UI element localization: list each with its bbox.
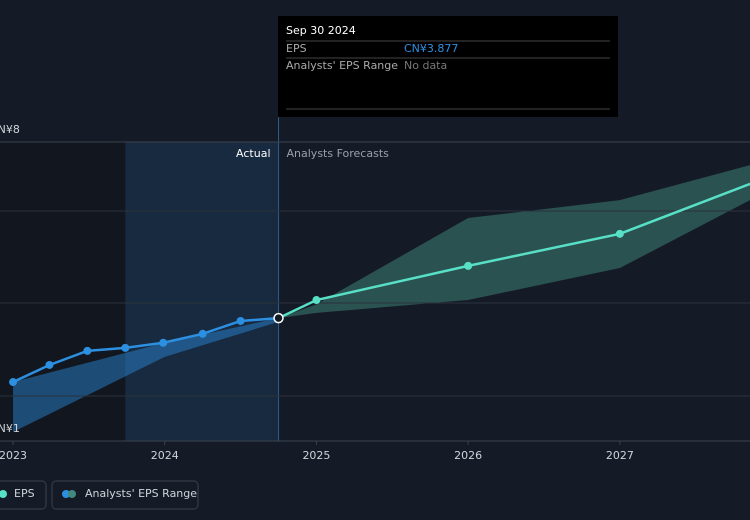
- legend-button[interactable]: [0, 480, 47, 510]
- eps-point: [159, 338, 168, 347]
- y-tick-label: CN¥8: [0, 123, 20, 136]
- eps-point: [9, 378, 18, 387]
- range-band: [278, 165, 750, 319]
- tooltip-box: [278, 16, 618, 117]
- legend-swatch: [62, 490, 70, 498]
- legend-label[interactable]: Analysts' EPS Range: [85, 487, 197, 500]
- legend-swatch: [68, 490, 76, 498]
- eps-forecast-point: [312, 296, 321, 305]
- eps-point: [236, 316, 245, 325]
- tooltip: Sep 30 2024 EPS CN¥3.877 Analysts' EPS R…: [278, 16, 618, 117]
- tooltip-value: No data: [404, 59, 447, 72]
- past-region: [0, 142, 126, 441]
- tooltip-label: Analysts' EPS Range: [286, 59, 398, 72]
- tooltip-label: EPS: [286, 42, 307, 55]
- x-tick-label: 2026: [454, 449, 482, 462]
- eps-line: [12, 316, 279, 384]
- forecast-label: Analysts Forecasts: [287, 147, 390, 160]
- legend-swatch: [0, 490, 7, 498]
- x-tick-label: 2027: [606, 449, 634, 462]
- range-band: [13, 318, 279, 433]
- x-tick-label: 2024: [151, 449, 179, 462]
- plot: [9, 182, 750, 387]
- eps-forecast-point: [464, 261, 473, 270]
- legend-label[interactable]: EPS: [14, 487, 35, 500]
- eps-point: [121, 343, 130, 352]
- x-tick-label: 2023: [0, 449, 27, 462]
- tooltip-value: CN¥3.877: [404, 42, 458, 55]
- eps-forecast-point: [615, 229, 624, 238]
- eps-point: [45, 360, 54, 369]
- y-tick-label: CN¥1: [0, 422, 20, 435]
- eps-point: [83, 346, 92, 355]
- tooltip-date: Sep 30 2024: [286, 24, 356, 37]
- actual-label: Actual: [236, 147, 270, 160]
- x-tick-label: 2025: [302, 449, 330, 462]
- eps-point: [273, 312, 284, 324]
- grid: [0, 210, 750, 397]
- eps-point: [198, 329, 207, 338]
- legend-button[interactable]: [51, 480, 199, 510]
- bands: [0, 16, 750, 442]
- actual-region: [125, 142, 279, 441]
- legend: EPS Analysts' EPS Range: [0, 480, 199, 510]
